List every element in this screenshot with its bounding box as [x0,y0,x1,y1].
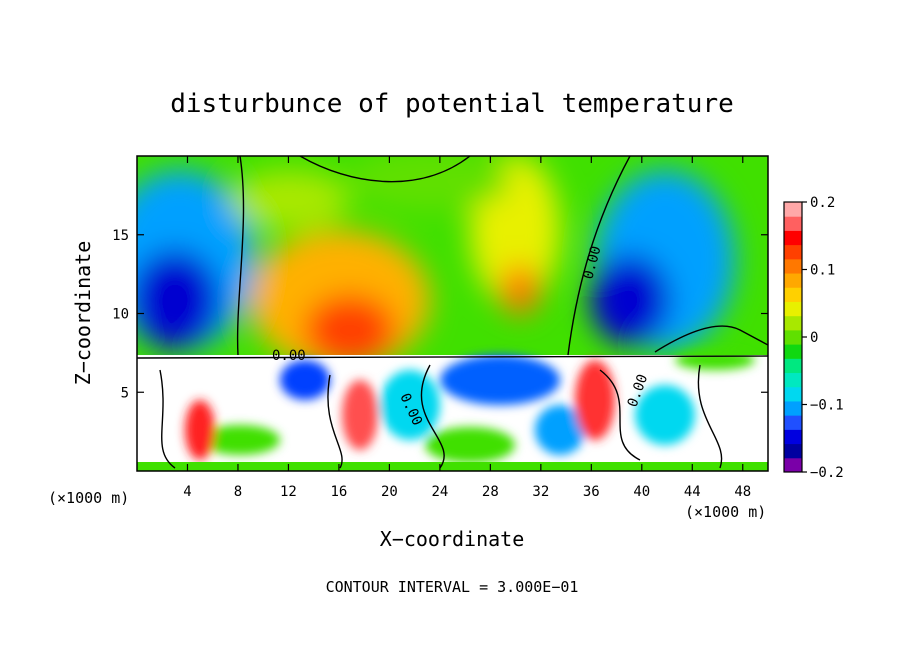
colorbar-segment [784,372,802,388]
x-tick-label: 20 [381,484,398,500]
colorbar-segment [784,386,802,402]
colorbar: 0.2 0.1 0 −0.1 −0.2 [783,195,844,481]
contour-interval-note: CONTOUR INTERVAL = 3.000E−01 [326,578,579,596]
x-tick-label: 8 [234,484,242,500]
contour-label: 0.00 [272,348,306,364]
colorbar-segment [784,258,802,274]
y-tick-label: 15 [112,228,129,244]
x-tick-label: 4 [183,484,191,500]
x-tick-label: 16 [330,484,347,500]
colorbar-segment [784,415,802,430]
colorbar-segment [784,315,802,331]
colorbar-segment [784,273,802,288]
upper-field [137,156,735,370]
colorbar-segment [784,457,802,473]
colorbar-segment [784,358,802,374]
y-axis: 5 10 15 [112,228,768,401]
colorbar-segment [784,329,802,345]
plot-area [137,156,768,471]
x-tick-label: 32 [532,484,549,500]
y-tick-label: 5 [121,385,129,401]
x-unit-left: (×1000 m) [48,489,129,507]
x-tick-label: 48 [734,484,751,500]
colorbar-segment [784,400,802,416]
colorbar-segment [784,344,802,359]
chart-title: disturbunce of potential temperature [170,89,734,119]
colorbar-segment [784,230,802,246]
x-tick-label: 40 [633,484,650,500]
lower-turbulent-layer [137,350,768,471]
colorbar-segment [784,443,802,459]
x-unit-right: (×1000 m) [685,503,766,521]
colorbar-segment [784,202,802,217]
colorbar-tick-label: 0.1 [810,263,835,279]
colorbar-segment [784,244,802,260]
colorbar-segment [784,216,802,231]
colorbar-tick-label: −0.2 [810,465,844,481]
colorbar-segment [784,429,802,445]
x-tick-label: 12 [280,484,297,500]
colorbar-segment [784,287,802,302]
x-tick-label: 24 [431,484,448,500]
x-axis: 4 8 12 16 20 24 28 32 36 40 44 48 [183,156,751,500]
colorbar-tick-label: 0.2 [810,195,835,211]
x-tick-label: 44 [684,484,701,500]
y-tick-label: 10 [112,307,129,323]
x-tick-label: 28 [482,484,499,500]
colorbar-tick-label: 0 [810,330,818,346]
x-axis-label: X−coordinate [380,527,525,551]
colorbar-tick-label: −0.1 [810,398,844,414]
x-tick-label: 36 [583,484,600,500]
y-axis-label: Z−coordinate [71,241,95,386]
colorbar-segment [784,301,802,317]
contour-lines [137,156,768,469]
